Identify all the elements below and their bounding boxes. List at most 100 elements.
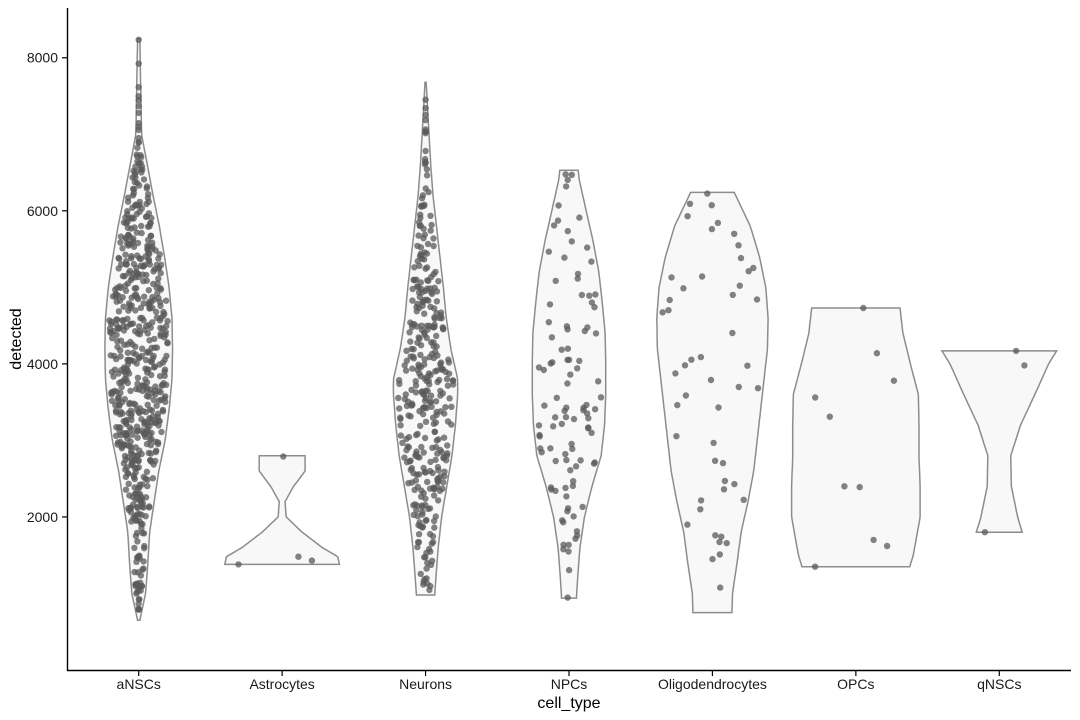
data-point [750,264,757,272]
data-point [883,542,891,550]
data-point [430,354,438,362]
data-point [579,503,586,511]
data-point [133,529,141,537]
data-point [134,511,141,518]
data-point [427,212,434,219]
x-tick-label: Oligodendrocytes [658,676,767,692]
data-point [736,282,743,289]
data-point [428,221,435,229]
data-point [439,366,447,373]
data-point [144,482,151,490]
data-point [151,266,158,273]
data-point [134,144,141,151]
data-point [433,367,440,374]
data-point [151,363,158,370]
data-point [140,176,148,183]
data-point [433,411,440,419]
data-point [421,155,429,163]
data-point [135,96,142,104]
data-point [576,357,583,365]
data-point [550,423,557,430]
data-point [129,192,137,199]
data-point [430,492,438,499]
data-point [416,408,423,415]
data-point [141,545,148,552]
data-point [446,395,453,402]
data-point [125,270,132,277]
data-point [545,319,552,326]
data-point [128,459,135,466]
data-point [422,265,429,272]
data-point [563,456,570,464]
data-point [411,501,419,508]
data-point [414,242,421,250]
data-point [592,330,600,337]
data-point [401,454,408,461]
data-point [132,307,139,314]
data-point [136,182,143,189]
data-point [402,367,410,374]
data-point [668,274,675,281]
data-point [145,210,153,217]
data-point [564,176,571,184]
data-point [130,349,137,356]
data-point [418,443,425,451]
data-point [421,296,428,304]
data-point [131,224,138,231]
data-point [111,387,118,395]
data-point [549,359,556,366]
data-point [114,439,122,446]
data-point [552,457,559,465]
data-point [151,335,158,343]
data-point [115,402,123,409]
data-point [143,185,150,192]
data-point [441,468,448,475]
data-point [444,442,451,449]
data-point [559,517,566,524]
data-point [423,549,430,557]
data-point [146,431,153,438]
data-point [134,374,142,381]
data-point [413,431,420,439]
data-point [570,513,577,520]
data-point [128,410,135,417]
data-point [138,229,145,237]
data-point [143,468,151,475]
data-point [570,415,578,423]
data-point [437,309,445,316]
data-point [122,370,129,378]
data-point [567,467,574,474]
data-point [588,299,596,306]
data-point [403,435,410,443]
data-point [147,324,154,331]
data-point [113,321,120,328]
data-point [124,211,131,218]
data-point [735,383,742,391]
data-point [753,296,761,303]
data-point [420,449,427,456]
data-point [132,328,139,335]
data-point [148,358,155,366]
data-point [137,572,145,579]
data-point [535,422,543,429]
data-point [161,366,169,373]
data-point [124,198,132,205]
data-point [126,400,133,408]
data-point [125,232,132,239]
data-point [435,436,442,443]
data-point [124,224,132,231]
data-point [416,293,423,301]
data-point [588,429,595,436]
data-point [552,414,559,421]
data-point [127,505,134,512]
data-point [563,323,571,330]
data-point [560,541,567,548]
data-point [134,252,141,259]
data-point [124,280,132,287]
data-point [113,291,120,298]
data-point [674,401,681,409]
data-point [554,217,562,224]
data-point [143,200,150,208]
data-point [420,235,427,242]
data-point [870,536,877,544]
